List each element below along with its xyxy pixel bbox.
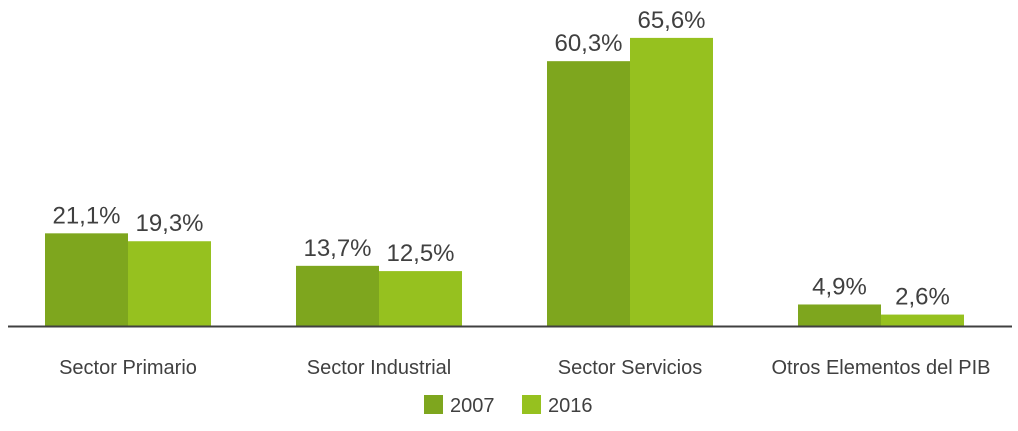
data-label-2007-3: 4,9% <box>812 273 867 300</box>
data-label-2016-2: 65,6% <box>637 7 705 34</box>
bar-2007-2 <box>547 61 630 327</box>
legend-swatch-2007 <box>424 395 443 414</box>
data-label-2016-1: 12,5% <box>386 240 454 267</box>
data-label-2007-0: 21,1% <box>52 202 120 229</box>
bar-2007-3 <box>798 304 881 326</box>
data-label-2016-0: 19,3% <box>135 210 203 237</box>
category-label-1: Sector Industrial <box>307 357 452 379</box>
bar-2016-2 <box>630 37 713 326</box>
category-label-2: Sector Servicios <box>558 357 703 379</box>
legend-swatch-2016 <box>522 395 541 414</box>
category-label-3: Otros Elementos del PIB <box>772 357 991 379</box>
bar-2016-0 <box>128 241 211 326</box>
data-label-2007-1: 13,7% <box>303 235 371 262</box>
legend-label-2007: 2007 <box>450 395 495 417</box>
bar-2007-0 <box>45 233 128 326</box>
legend-label-2016: 2016 <box>548 395 593 417</box>
bar-2007-1 <box>296 265 379 326</box>
data-label-2007-2: 60,3% <box>554 30 622 57</box>
bar-2016-1 <box>379 271 462 326</box>
bar-2016-3 <box>881 314 964 326</box>
category-label-0: Sector Primario <box>59 357 197 379</box>
data-label-2016-3: 2,6% <box>895 284 950 311</box>
